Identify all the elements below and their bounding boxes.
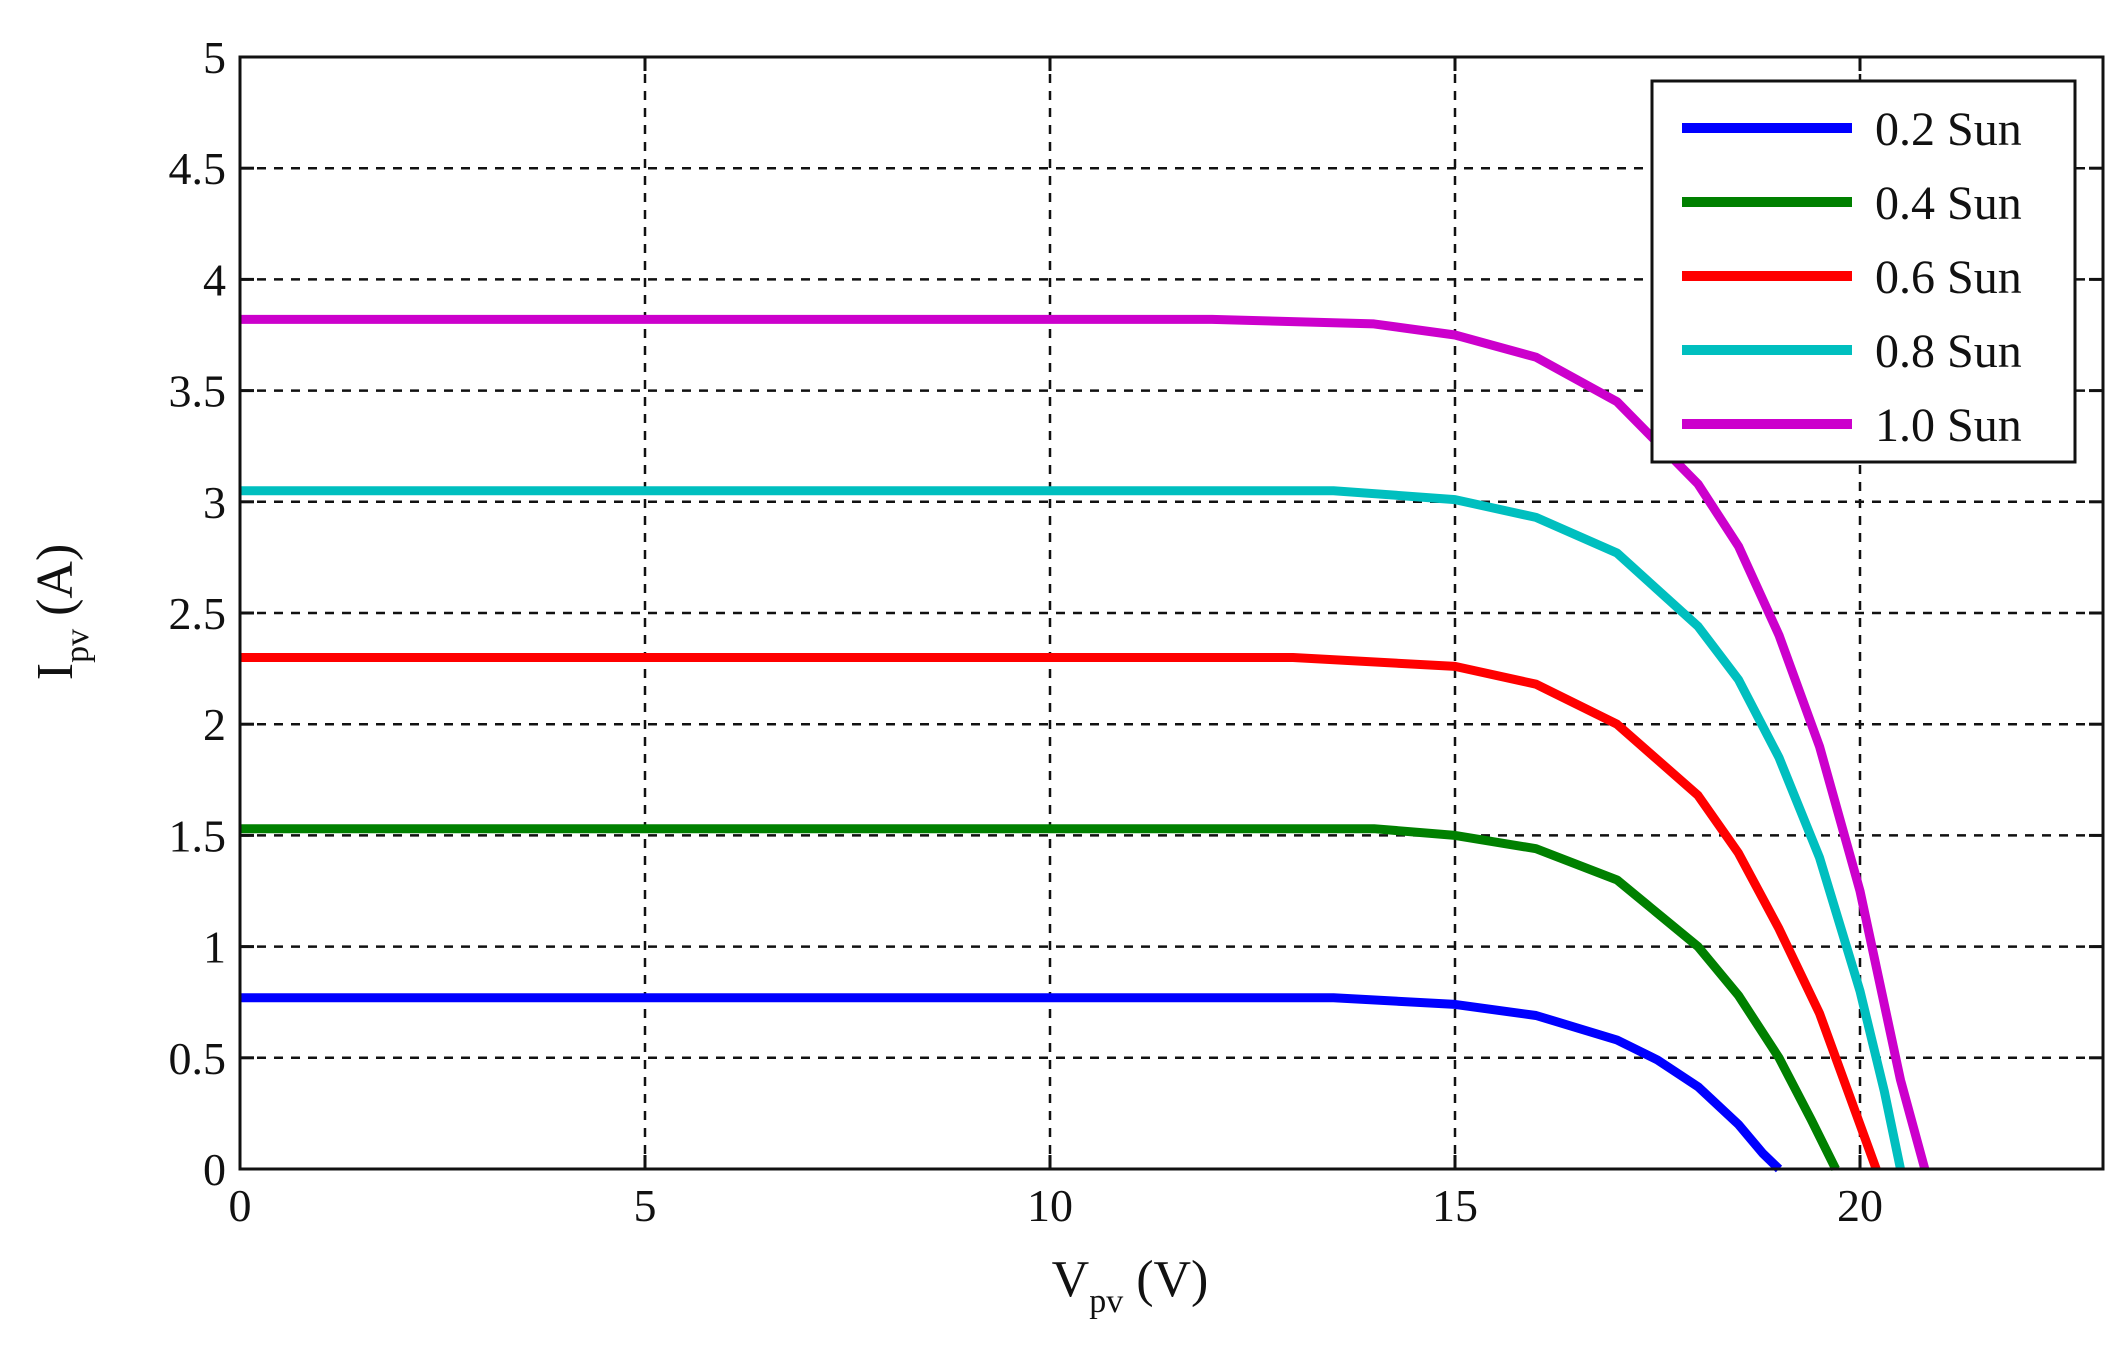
axis-ticks	[238, 55, 2103, 1171]
y-tick-label: 3.5	[169, 366, 227, 417]
y-tick-label: 1.5	[169, 810, 227, 861]
y-tick-label: 1	[203, 922, 226, 973]
y-tick-label: 4.5	[169, 143, 227, 194]
y-tick-label: 5	[203, 32, 226, 83]
series-line-0-2-sun	[240, 993, 1783, 1173]
legend-label: 0.8 Sun	[1875, 325, 2022, 378]
x-tick-labels: 0 5 10 15 20	[229, 1180, 1884, 1231]
y-tick-label: 4	[203, 254, 226, 305]
legend-label: 0.4 Sun	[1875, 177, 2022, 230]
y-axis-label: Ipv (A)	[27, 544, 96, 681]
x-tick-label: 10	[1027, 1180, 1073, 1231]
x-tick-label: 0	[229, 1180, 252, 1231]
x-tick-label: 20	[1837, 1180, 1883, 1231]
x-tick-label: 15	[1432, 1180, 1478, 1231]
x-tick-label: 5	[634, 1180, 657, 1231]
y-tick-label: 2	[203, 699, 226, 750]
y-tick-labels: 0 0.5 1 1.5 2 2.5 3 3.5 4 4.5 5	[169, 32, 227, 1195]
y-axis-label-sub: pv	[59, 629, 96, 663]
x-axis-label-unit: (V)	[1123, 1251, 1208, 1308]
y-tick-label: 0.5	[169, 1033, 227, 1084]
series-lines	[240, 314, 1930, 1173]
legend-label: 0.6 Sun	[1875, 251, 2022, 304]
legend-label: 0.2 Sun	[1875, 103, 2022, 156]
x-axis-label-sub: pv	[1089, 1283, 1123, 1320]
y-axis-label-main: I	[27, 663, 84, 680]
legend-label: 1.0 Sun	[1875, 399, 2022, 452]
y-tick-label: 2.5	[169, 588, 227, 639]
series-line-0-8-sun	[240, 486, 1905, 1170]
series-line-0-6-sun	[240, 653, 1881, 1171]
legend: 0.2 Sun 0.4 Sun 0.6 Sun 0.8 Sun 1.0 Sun	[1650, 79, 2077, 464]
y-tick-label: 0	[203, 1144, 226, 1195]
y-tick-label: 3	[203, 477, 226, 528]
x-axis-label-main: V	[1052, 1251, 1090, 1308]
series-line-0-4-sun	[240, 824, 1840, 1172]
y-axis-label-unit: (A)	[27, 544, 84, 629]
x-axis-label: Vpv (V)	[1052, 1251, 1209, 1320]
series-line-1-0-sun	[240, 314, 1930, 1171]
